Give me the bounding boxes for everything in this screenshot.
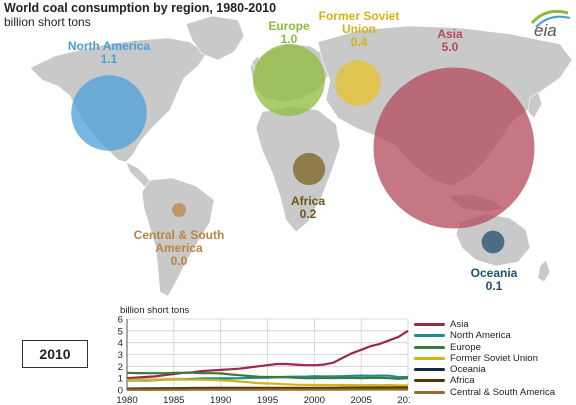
legend-swatch — [414, 356, 445, 360]
legend-swatch — [414, 368, 445, 372]
bubble-central-south-america — [172, 203, 186, 217]
x-tick-label: 1985 — [163, 395, 184, 405]
series-line-asia — [126, 329, 409, 380]
series-line-former-soviet-union — [127, 378, 409, 387]
region-name-fsu-line2: Union — [341, 22, 376, 36]
legend-label: Former Soviet Union — [450, 352, 538, 364]
region-label-oceania: Oceania 0.1 — [471, 267, 518, 293]
bubble-north-america — [71, 75, 147, 151]
legend-item: Europe — [414, 342, 574, 353]
region-value-north-america: 1.1 — [100, 52, 118, 66]
region-name-europe: Europe — [268, 19, 310, 33]
logo-text: eia — [534, 21, 557, 39]
x-tick-label: 1980 — [116, 395, 137, 405]
x-tick-label: 2010 — [397, 395, 410, 405]
region-value-oceania: 0.1 — [485, 279, 503, 293]
eia-logo: eia — [530, 9, 571, 39]
legend-swatch — [414, 379, 445, 383]
region-value-central-south-america: 0.0 — [170, 254, 188, 268]
region-label-former-soviet-union: Former Soviet Union 0.4 — [319, 10, 400, 49]
y-axis-label: billion short tons — [120, 305, 190, 316]
legend-item: North America — [414, 330, 574, 341]
region-label-africa: Africa 0.2 — [291, 195, 325, 221]
region-name-csa-line2: America — [155, 241, 203, 255]
region-name-fsu-line1: Former Soviet — [318, 9, 400, 23]
greenland-landmass — [185, 15, 245, 61]
legend-label: Central & South America — [450, 386, 556, 398]
region-name-asia: Asia — [437, 27, 463, 41]
region-name-north-america: North America — [67, 39, 151, 53]
new-zealand-landmass — [537, 259, 551, 283]
chart-legend: Asia North America Europe Former Soviet Uni… — [414, 319, 574, 398]
bubble-africa — [292, 152, 326, 186]
y-tick-label: 4 — [118, 338, 124, 349]
japan-landmass — [527, 91, 543, 119]
y-tick-label: 3 — [118, 350, 123, 361]
region-label-europe: Europe 1.0 — [268, 20, 309, 46]
legend-item: Africa — [414, 375, 574, 386]
bubble-asia — [373, 67, 535, 229]
y-tick-label: 6 — [118, 315, 123, 326]
legend-swatch — [414, 345, 445, 349]
series-line-europe — [126, 371, 409, 380]
legend-label: Oceania — [450, 364, 486, 376]
x-tick-label: 2005 — [350, 395, 371, 405]
legend-item: Central & South America — [414, 387, 574, 398]
south-america-landmass — [141, 177, 215, 297]
legend-label: Europe — [450, 341, 481, 353]
x-tick-label: 1995 — [257, 395, 278, 405]
legend-label: Africa — [450, 375, 475, 387]
legend-swatch — [414, 334, 445, 338]
bubble-former-soviet-union — [335, 60, 381, 106]
legend-swatch — [414, 323, 445, 326]
region-value-africa: 0.2 — [299, 207, 317, 221]
year-display: 2010 — [22, 340, 88, 368]
legend-swatch — [414, 390, 445, 394]
chart-title: World coal consumption by region, 1980-2… — [4, 1, 277, 15]
region-name-oceania: Oceania — [470, 266, 518, 280]
legend-label: Asia — [450, 319, 469, 330]
region-name-csa-line1: Central & South — [133, 228, 225, 242]
region-label-north-america: North America 1.1 — [68, 40, 150, 66]
region-name-africa: Africa — [290, 194, 326, 208]
bubble-layer — [71, 44, 535, 254]
region-value-former-soviet-union: 0.4 — [350, 35, 368, 49]
world-map — [29, 15, 573, 297]
region-value-asia: 5.0 — [441, 40, 459, 54]
series-line-africa — [126, 386, 408, 390]
y-tick-label: 2 — [118, 362, 123, 373]
bubble-europe — [253, 44, 325, 116]
legend-item: Asia — [414, 319, 574, 330]
y-tick-label: 0 — [118, 386, 123, 397]
chart-subtitle: billion short tons — [4, 15, 91, 29]
legend-item: Oceania — [414, 364, 574, 375]
region-label-central-south-america: Central & South America 0.0 — [134, 229, 225, 268]
bubble-oceania — [481, 230, 505, 254]
x-tick-label: 2000 — [304, 395, 325, 405]
legend-label: North America — [450, 330, 511, 342]
region-value-europe: 1.0 — [280, 32, 298, 46]
region-label-asia: Asia 5.0 — [437, 28, 462, 54]
y-tick-label: 5 — [118, 326, 123, 337]
y-tick-label: 1 — [118, 374, 123, 385]
x-tick-label: 1990 — [210, 395, 231, 405]
legend-item: Former Soviet Union — [414, 353, 574, 364]
